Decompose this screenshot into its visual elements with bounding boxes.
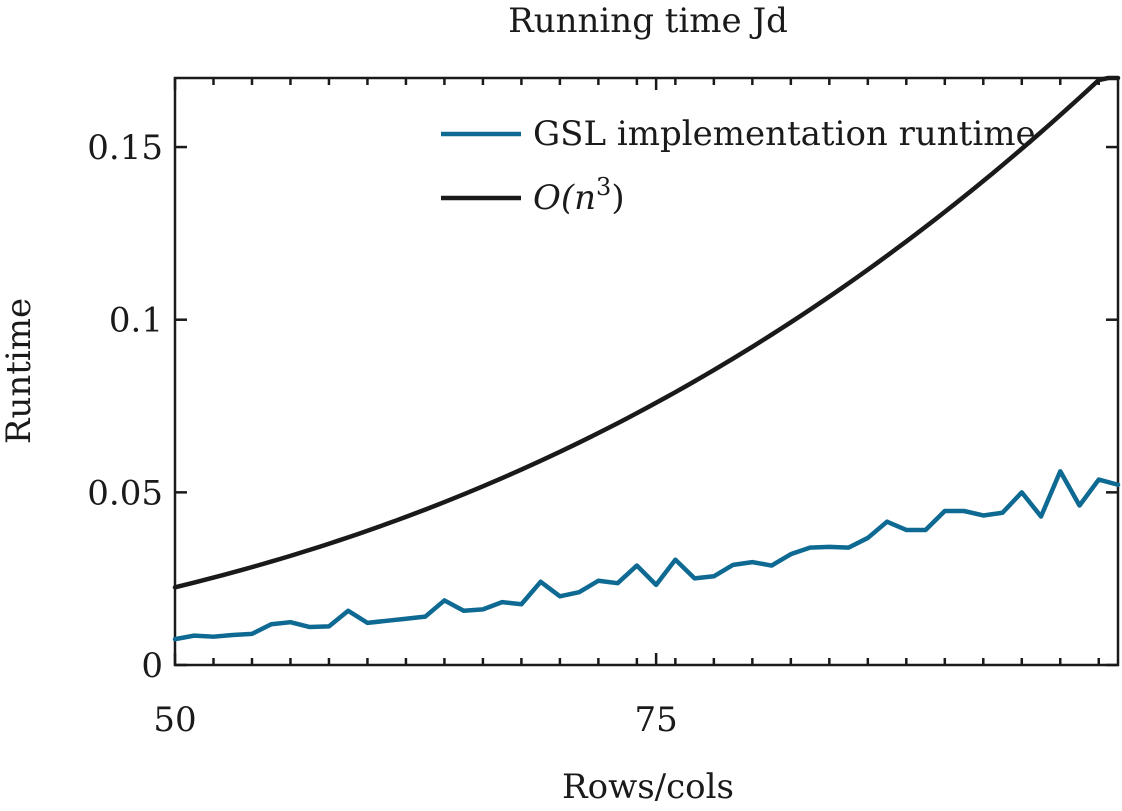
legend-label-on3: O(n3): [533, 173, 625, 218]
legend-label-gsl: GSL implementation runtime: [533, 114, 1036, 154]
y-tick-label: 0.15: [87, 128, 163, 168]
y-tick-label: 0.1: [109, 301, 163, 341]
y-tick-label: 0: [141, 646, 163, 686]
series-line-on3: [175, 78, 1118, 587]
y-axis-label: Runtime: [0, 298, 39, 444]
y-tick-label: 0.05: [87, 473, 163, 513]
legend: GSL implementation runtime O(n3): [441, 114, 1036, 218]
series-layer: [175, 78, 1118, 639]
x-tick-label: 50: [153, 700, 196, 740]
series-line-gsl: [175, 471, 1118, 639]
chart-title: Running time Jd: [508, 1, 788, 41]
x-axis-label: Rows/cols: [562, 767, 734, 807]
x-tick-label: 75: [634, 700, 677, 740]
